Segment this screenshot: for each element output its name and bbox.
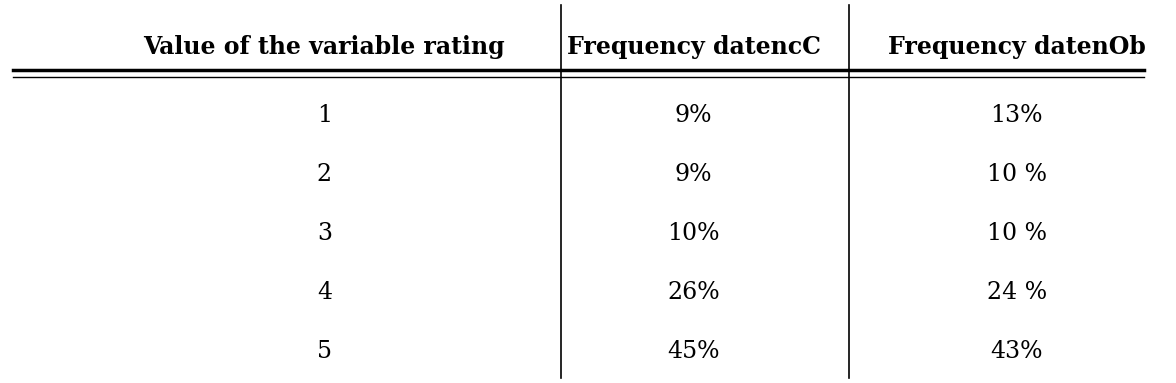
Text: 3: 3 [316,222,332,245]
Text: Value of the variable rating: Value of the variable rating [143,35,506,59]
Text: 2: 2 [316,163,332,186]
Text: 13%: 13% [990,104,1043,127]
Text: 10 %: 10 % [987,163,1047,186]
Text: 5: 5 [316,340,332,363]
Text: 1: 1 [316,104,332,127]
Text: 45%: 45% [667,340,720,363]
Text: Frequency datencC: Frequency datencC [567,35,821,59]
Text: 9%: 9% [675,163,713,186]
Text: 10 %: 10 % [987,222,1047,245]
Text: 9%: 9% [675,104,713,127]
Text: 4: 4 [316,281,332,304]
Text: 26%: 26% [667,281,720,304]
Text: 43%: 43% [990,340,1043,363]
Text: Frequency datenOb: Frequency datenOb [888,35,1145,59]
Text: 24 %: 24 % [987,281,1047,304]
Text: 10%: 10% [667,222,720,245]
